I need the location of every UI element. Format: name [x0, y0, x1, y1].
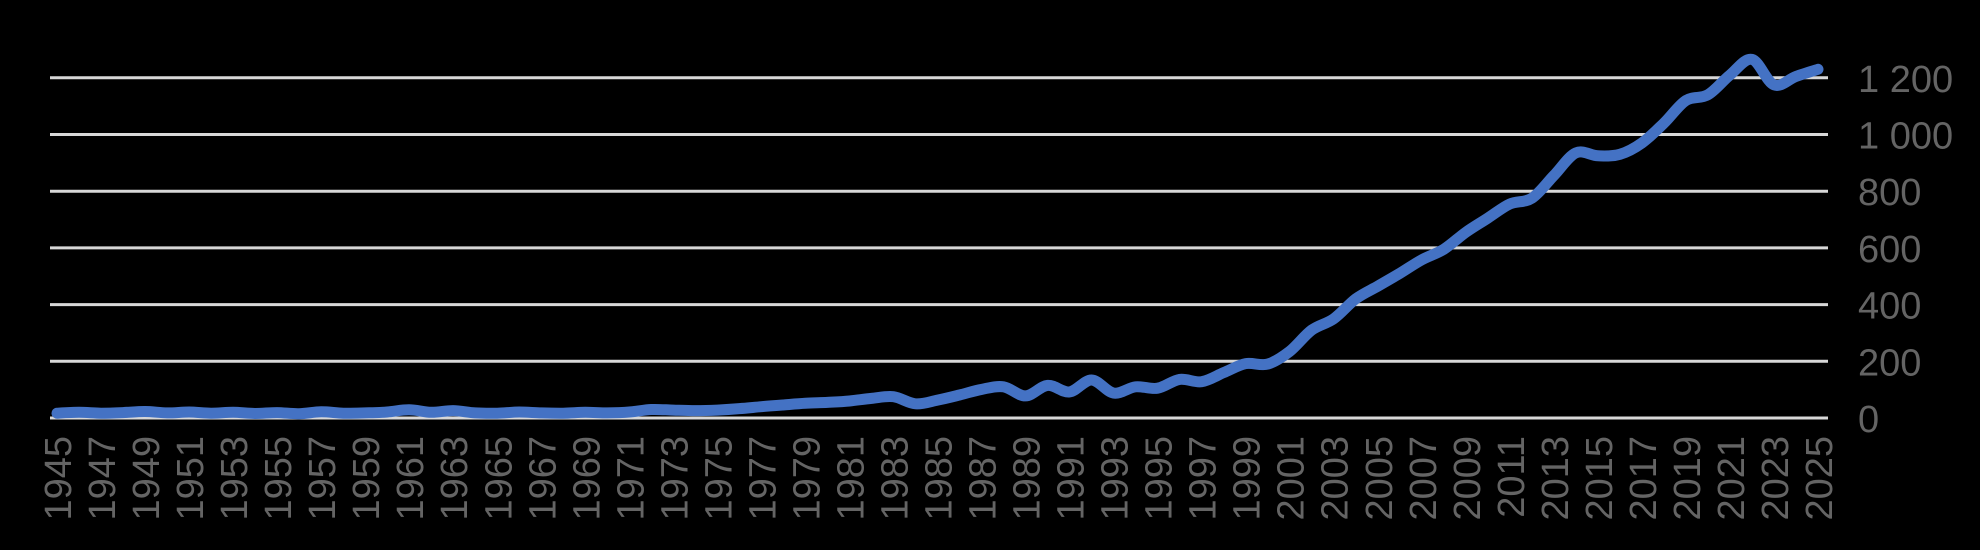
y-axis-tick-label: 0: [1858, 399, 1879, 441]
x-axis-tick-label: 2019: [1667, 436, 1709, 521]
x-axis-tick-label: 1957: [302, 436, 344, 521]
x-axis-tick-label: 2005: [1359, 436, 1401, 521]
x-axis-tick-label: 2025: [1799, 436, 1841, 521]
y-axis-tick-label: 1 200: [1858, 59, 1953, 101]
x-axis-tick-label: 1979: [786, 436, 828, 521]
x-axis-tick-label: 2007: [1403, 436, 1445, 521]
x-axis-tick-label: 1987: [963, 436, 1005, 521]
x-axis-tick-label: 1989: [1007, 436, 1049, 521]
x-axis-tick-label: 1959: [346, 436, 388, 521]
x-axis-tick-label: 1965: [478, 436, 520, 521]
x-axis-tick-label: 2003: [1315, 436, 1357, 521]
x-axis-tick-label: 1969: [566, 436, 608, 521]
y-axis-labels-group: 0 200 400 600 800 1 000 1 200: [1858, 59, 1953, 441]
x-axis-tick-label: 2013: [1535, 436, 1577, 521]
x-axis-tick-label: 2015: [1579, 436, 1621, 521]
x-axis-tick-label: 1997: [1183, 436, 1225, 521]
x-axis-tick-label: 1967: [522, 436, 564, 521]
x-axis-tick-label: 2009: [1447, 436, 1489, 521]
x-axis-tick-label: 1953: [214, 436, 256, 521]
x-axis-tick-label: 1945: [38, 436, 80, 521]
x-axis-tick-label: 1973: [654, 436, 696, 521]
x-axis-tick-label: 1963: [434, 436, 476, 521]
y-axis-tick-label: 400: [1858, 286, 1921, 328]
series-group: [51, 53, 1824, 420]
data-line: [51, 53, 1824, 420]
x-axis-tick-label: 1991: [1051, 436, 1093, 521]
x-axis-tick-label: 1949: [126, 436, 168, 521]
x-axis-tick-label: 1995: [1139, 436, 1181, 521]
x-axis-tick-label: 1993: [1095, 436, 1137, 521]
y-axis-tick-label: 1 000: [1858, 116, 1953, 158]
x-axis-tick-label: 1951: [170, 436, 212, 521]
x-axis-tick-label: 2001: [1271, 436, 1313, 521]
x-axis-tick-label: 2011: [1491, 436, 1533, 518]
x-axis-labels-group: 1945 1947 1949 1951 1953 1955 1957 1959 1961 1963…: [38, 436, 1841, 521]
x-axis-tick-label: 1955: [258, 436, 300, 521]
y-axis-tick-label: 600: [1858, 229, 1921, 271]
x-axis-tick-label: 1975: [698, 436, 740, 521]
x-axis-tick-label: 2021: [1711, 436, 1753, 521]
x-axis-tick-label: 1961: [390, 436, 432, 521]
x-axis-tick-label: 1947: [82, 436, 124, 521]
y-axis-tick-label: 800: [1858, 172, 1921, 214]
gridlines-group: [50, 76, 1828, 420]
x-axis-tick-label: 1971: [610, 436, 652, 521]
x-axis-tick-label: 2017: [1623, 436, 1665, 521]
x-axis-tick-label: 1983: [874, 436, 916, 521]
y-axis-tick-label: 200: [1858, 342, 1921, 384]
x-axis-tick-label: 1981: [830, 436, 872, 521]
x-axis-tick-label: 1977: [742, 436, 784, 521]
x-axis-tick-label: 2023: [1755, 436, 1797, 521]
x-axis-tick-label: 1985: [919, 436, 961, 521]
x-axis-tick-label: 1999: [1227, 436, 1269, 521]
